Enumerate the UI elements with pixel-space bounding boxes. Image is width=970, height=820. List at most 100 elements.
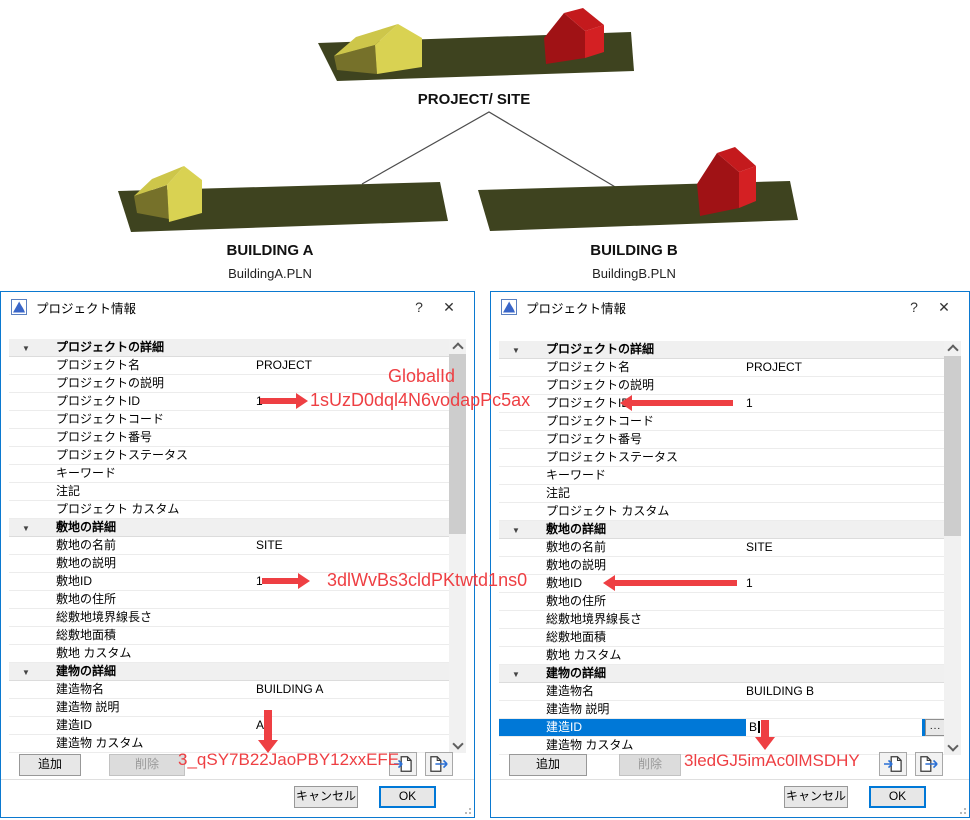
- property-row[interactable]: 敷地の説明: [499, 557, 946, 575]
- resize-grip[interactable]: [958, 806, 966, 814]
- close-button[interactable]: ✕: [443, 298, 455, 315]
- property-row[interactable]: プロジェクトの説明: [9, 375, 451, 393]
- property-row[interactable]: キーワード: [499, 467, 946, 485]
- property-label: 敷地 カスタム: [56, 646, 132, 660]
- scrollbar-thumb[interactable]: [449, 354, 466, 534]
- title-bar[interactable]: プロジェクト情報 ? ✕: [491, 292, 969, 322]
- collapse-triangle-icon[interactable]: ▼: [22, 668, 30, 677]
- property-label: プロジェクト カスタム: [56, 502, 180, 516]
- property-row[interactable]: 建造物 説明: [499, 701, 946, 719]
- property-row[interactable]: 建造物 説明: [9, 699, 451, 717]
- property-value: PROJECT: [746, 360, 803, 374]
- property-row[interactable]: 敷地 カスタム: [499, 647, 946, 665]
- yellow-house-top: [334, 24, 422, 74]
- property-row[interactable]: プロジェクト カスタム: [9, 501, 451, 519]
- section-header-row[interactable]: ▼ 敷地の詳細: [499, 521, 946, 539]
- property-row[interactable]: プロジェクト名 PROJECT: [9, 357, 451, 375]
- cancel-button[interactable]: キャンセル: [294, 786, 358, 808]
- import-button[interactable]: [879, 752, 907, 776]
- help-button[interactable]: ?: [910, 299, 918, 315]
- scroll-up-icon[interactable]: [449, 339, 466, 354]
- property-row[interactable]: 敷地の名前 SITE: [499, 539, 946, 557]
- property-row[interactable]: プロジェクトID 1: [9, 393, 451, 411]
- collapse-triangle-icon[interactable]: ▼: [512, 526, 520, 535]
- property-row[interactable]: プロジェクト カスタム: [499, 503, 946, 521]
- section-header-row[interactable]: ▼ プロジェクトの詳細: [9, 339, 451, 357]
- property-row[interactable]: 敷地の住所: [9, 591, 451, 609]
- delete-button[interactable]: 削除: [109, 754, 185, 776]
- property-row[interactable]: 敷地 カスタム: [9, 645, 451, 663]
- property-label: 総敷地面積: [56, 628, 117, 642]
- property-label: 敷地の説明: [546, 558, 607, 572]
- property-row[interactable]: 敷地の住所: [499, 593, 946, 611]
- red-house-roof: [717, 147, 756, 172]
- export-button[interactable]: [915, 752, 943, 776]
- section-header-row[interactable]: ▼ 敷地の詳細: [9, 519, 451, 537]
- cancel-button[interactable]: キャンセル: [784, 786, 848, 808]
- help-button[interactable]: ?: [415, 299, 423, 315]
- scrollbar[interactable]: [449, 339, 466, 753]
- property-label: 敷地の説明: [56, 556, 117, 570]
- property-row[interactable]: 総敷地境界線長さ: [9, 609, 451, 627]
- property-row[interactable]: プロジェクトステータス: [499, 449, 946, 467]
- property-row[interactable]: 敷地の説明: [9, 555, 451, 573]
- property-row[interactable]: プロジェクトステータス: [9, 447, 451, 465]
- property-row[interactable]: プロジェクト番号: [499, 431, 946, 449]
- divider: [1, 779, 474, 780]
- section-header-row[interactable]: ▼ プロジェクトの詳細: [499, 341, 946, 359]
- property-row[interactable]: 総敷地境界線長さ: [499, 611, 946, 629]
- scroll-down-icon[interactable]: [449, 738, 466, 753]
- scrollbar-thumb[interactable]: [944, 356, 961, 536]
- property-row[interactable]: 建造物 カスタム: [499, 737, 946, 755]
- property-row[interactable]: プロジェクト名 PROJECT: [499, 359, 946, 377]
- yellow-house-roof: [134, 166, 184, 196]
- property-row[interactable]: プロジェクトID 1: [499, 395, 946, 413]
- section-header-row[interactable]: ▼ 建物の詳細: [499, 665, 946, 683]
- property-row[interactable]: 注記: [9, 483, 451, 501]
- add-button[interactable]: 追加: [19, 754, 81, 776]
- property-label: プロジェクト名: [56, 358, 141, 372]
- property-row[interactable]: キーワード: [9, 465, 451, 483]
- ok-button[interactable]: OK: [379, 786, 436, 808]
- close-button[interactable]: ✕: [938, 298, 950, 315]
- more-options-button[interactable]: ...: [925, 719, 946, 736]
- property-row[interactable]: 総敷地面積: [499, 629, 946, 647]
- property-edit-field[interactable]: B: [746, 719, 922, 736]
- property-label: プロジェクトステータス: [546, 450, 679, 464]
- property-label: プロジェクトステータス: [56, 448, 189, 462]
- collapse-triangle-icon[interactable]: ▼: [512, 670, 520, 679]
- collapse-triangle-icon[interactable]: ▼: [22, 524, 30, 533]
- property-row[interactable]: 建造物名 BUILDING A: [9, 681, 451, 699]
- property-row[interactable]: プロジェクトコード: [9, 411, 451, 429]
- add-button[interactable]: 追加: [509, 754, 587, 776]
- scrollbar[interactable]: [944, 341, 961, 755]
- property-row[interactable]: 建造ID A: [9, 717, 451, 735]
- title-bar[interactable]: プロジェクト情報 ? ✕: [1, 292, 474, 322]
- scroll-down-icon[interactable]: [944, 740, 961, 755]
- property-row[interactable]: プロジェクトコード: [499, 413, 946, 431]
- property-value: PROJECT: [256, 358, 313, 372]
- property-row[interactable]: 敷地の名前 SITE: [9, 537, 451, 555]
- property-row[interactable]: 建造ID B...: [499, 719, 946, 737]
- property-row[interactable]: 敷地ID 1: [499, 575, 946, 593]
- scroll-up-icon[interactable]: [944, 341, 961, 356]
- yellow-house-front: [375, 24, 422, 74]
- property-row[interactable]: プロジェクト番号: [9, 429, 451, 447]
- red-house-building-b: [697, 147, 756, 216]
- section-header-row[interactable]: ▼ 建物の詳細: [9, 663, 451, 681]
- collapse-triangle-icon[interactable]: ▼: [512, 346, 520, 355]
- property-label: 敷地の名前: [546, 540, 607, 554]
- property-row[interactable]: 敷地ID 1: [9, 573, 451, 591]
- collapse-triangle-icon[interactable]: ▼: [22, 344, 30, 353]
- property-label: 敷地 カスタム: [546, 648, 622, 662]
- property-row[interactable]: 総敷地面積: [9, 627, 451, 645]
- property-row[interactable]: 注記: [499, 485, 946, 503]
- property-row[interactable]: プロジェクトの説明: [499, 377, 946, 395]
- resize-grip[interactable]: [463, 806, 471, 814]
- export-button[interactable]: [425, 752, 453, 776]
- property-row[interactable]: 建造物 カスタム: [9, 735, 451, 753]
- import-button[interactable]: [389, 752, 417, 776]
- property-row[interactable]: 建造物名 BUILDING B: [499, 683, 946, 701]
- ok-button[interactable]: OK: [869, 786, 926, 808]
- delete-button[interactable]: 削除: [619, 754, 681, 776]
